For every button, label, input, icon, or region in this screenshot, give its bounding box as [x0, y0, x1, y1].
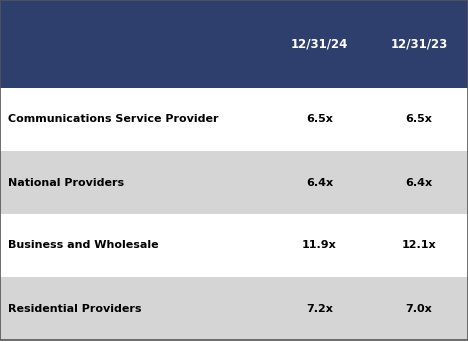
- Text: Communications Service Provider: Communications Service Provider: [8, 115, 219, 124]
- Text: National Providers: National Providers: [8, 177, 124, 187]
- Text: 12/31/23: 12/31/23: [390, 38, 447, 51]
- Bar: [0, 277, 468, 340]
- Text: Residential Providers: Residential Providers: [8, 303, 142, 314]
- Bar: [0, 151, 468, 214]
- Text: 11.9x: 11.9x: [302, 240, 337, 250]
- Text: Business and Wholesale: Business and Wholesale: [8, 240, 159, 250]
- Bar: [0, 214, 468, 277]
- Text: 6.4x: 6.4x: [306, 177, 333, 187]
- Text: 7.0x: 7.0x: [405, 303, 432, 314]
- Text: 6.5x: 6.5x: [306, 115, 333, 124]
- Text: 12.1x: 12.1x: [402, 240, 436, 250]
- Bar: [0, 88, 468, 151]
- Text: 6.4x: 6.4x: [405, 177, 432, 187]
- Bar: [0, 340, 468, 342]
- Text: 7.2x: 7.2x: [306, 303, 333, 314]
- Text: 6.5x: 6.5x: [405, 115, 432, 124]
- Text: 12/31/24: 12/31/24: [291, 38, 348, 51]
- Bar: [0, 0, 468, 88]
